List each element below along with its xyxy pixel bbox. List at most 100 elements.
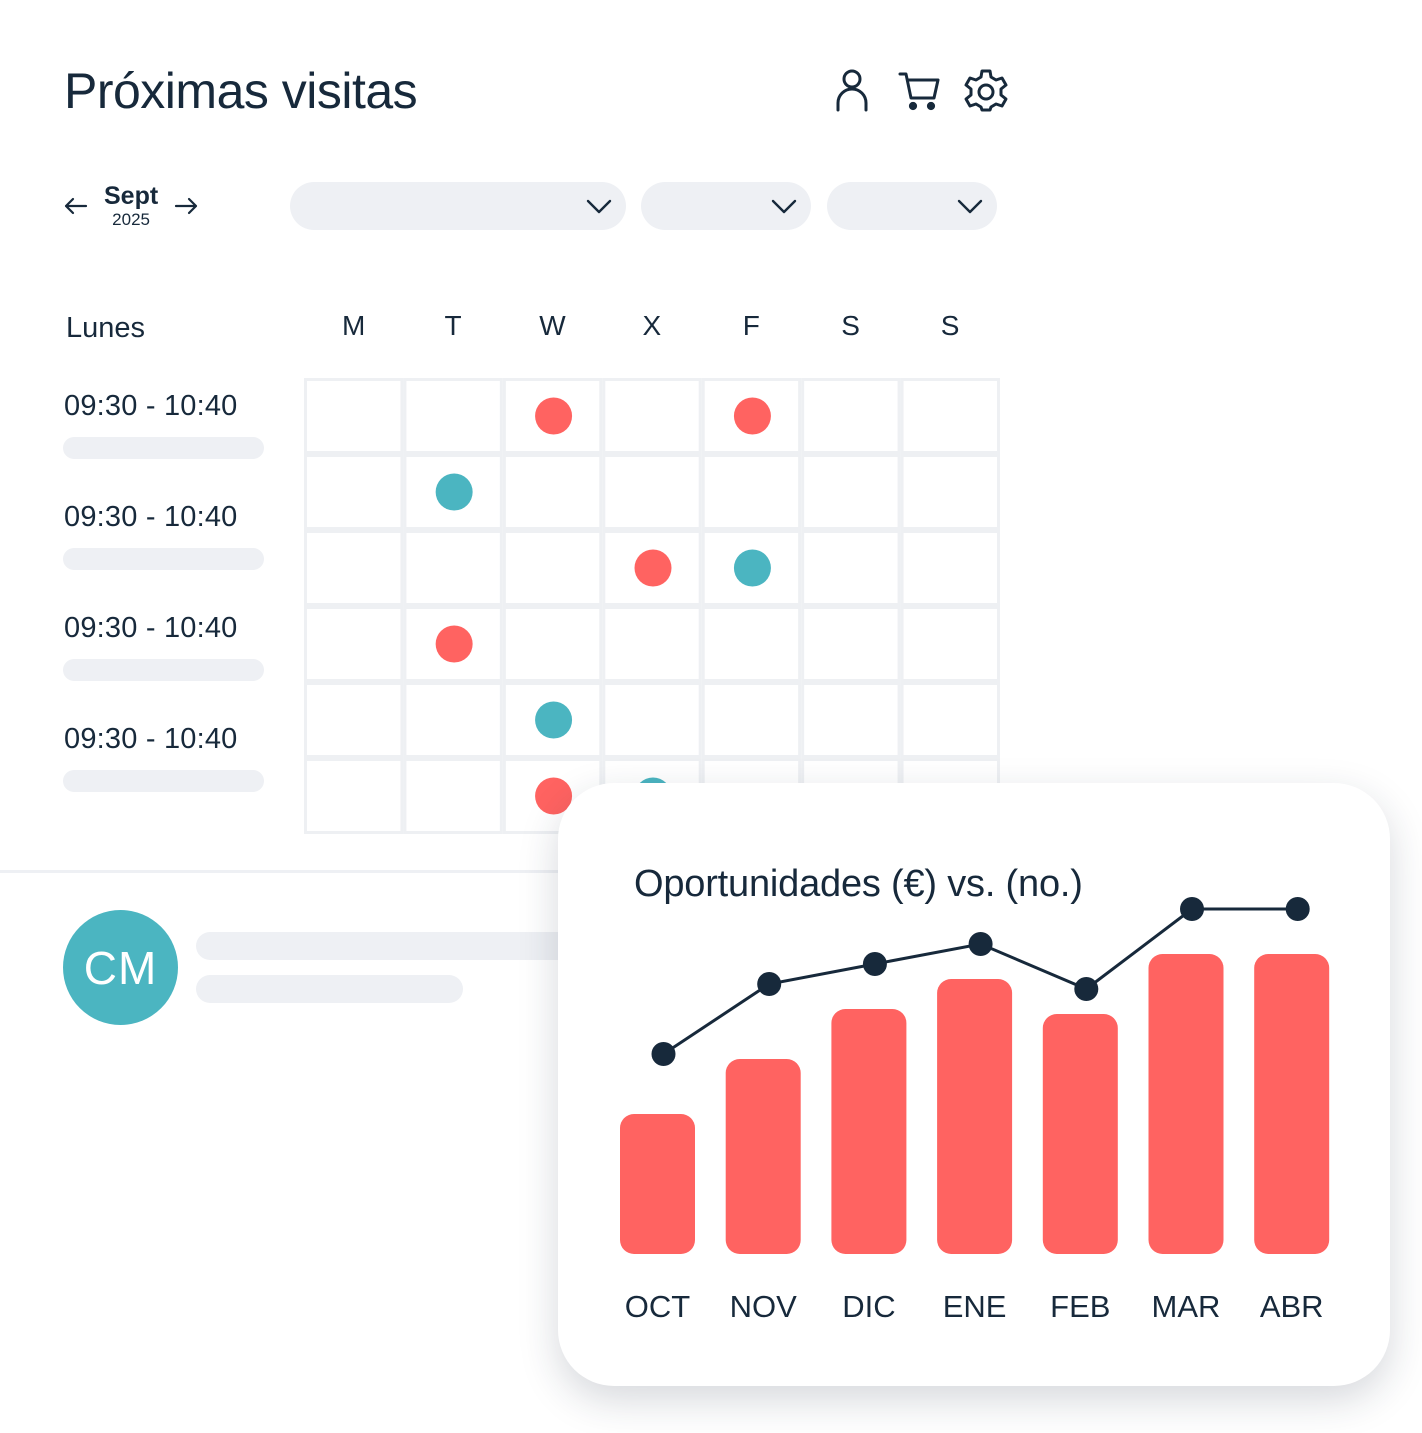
chart-bar [725,1059,801,1254]
weekday-header: X [642,310,662,341]
slot-placeholder [63,437,264,459]
time-slot: 09:30 - 10:40 [64,723,238,755]
chart-bar [831,1009,907,1254]
day-label: Lunes [66,312,146,344]
calendar-cell[interactable] [801,378,901,454]
chevron-down-icon [957,199,983,214]
calendar-cell[interactable] [801,530,901,606]
chart-point [757,972,782,996]
calendar-cell[interactable] [502,606,603,682]
calendar-cell[interactable] [900,454,1000,530]
chart-point [968,932,993,956]
calendar-cell[interactable] [403,758,503,834]
filter-dropdown-1[interactable] [290,182,626,230]
event-dot[interactable] [535,701,573,739]
slot-placeholder [63,770,264,792]
x-tick-label: FEB [1050,1289,1110,1324]
chart-bar [620,1114,695,1254]
page-title: Próximas visitas [64,63,418,119]
calendar-cell[interactable] [701,682,802,758]
contact-detail-placeholder [196,975,463,1003]
weekday-header: S [841,310,860,341]
weekday-header: S [940,310,960,341]
event-dot[interactable] [634,549,672,587]
header-toolbar [832,68,1008,112]
chart-title: Oportunidades (€) vs. (no.) [634,863,1083,905]
x-tick-label: ENE [943,1289,1007,1324]
x-tick-label: DIC [842,1289,895,1324]
chart-point [862,952,887,976]
chart-card: Oportunidades (€) vs. (no.) OCT NOV DIC ENE… [558,783,1390,1386]
chart-bar [1148,954,1224,1254]
x-tick-label: MAR [1152,1289,1221,1324]
calendar-cell[interactable] [304,682,404,758]
calendar-grid [304,378,1000,834]
month-name: Sept [104,182,159,210]
time-slot: 09:30 - 10:40 [64,501,238,533]
weekday-header: F [742,310,760,341]
slot-placeholder [63,548,264,570]
calendar-cell[interactable] [701,454,802,530]
month-year: 2025 [112,210,150,229]
calendar-cell[interactable] [502,454,603,530]
cart-icon[interactable] [898,68,942,112]
arrow-right-icon[interactable] [172,192,200,220]
event-dot[interactable] [733,549,771,587]
chart-point [1180,897,1204,921]
chart-bar [937,979,1013,1254]
calendar-cell[interactable] [304,378,404,454]
calendar-cell[interactable] [801,454,901,530]
chevron-down-icon [771,199,797,214]
user-icon[interactable] [832,68,876,112]
calendar-cell[interactable] [900,378,1000,454]
chevron-down-icon [586,199,612,214]
calendar-cell[interactable] [801,606,901,682]
calendar-cell[interactable] [701,606,802,682]
arrow-left-icon[interactable] [62,192,90,220]
calendar-cell[interactable] [502,530,603,606]
avatar[interactable]: CM [63,910,178,1025]
chart-point [1074,977,1099,1001]
event-dot[interactable] [435,473,473,511]
weekday-header: M [342,310,366,341]
calendar-cell[interactable] [304,454,404,530]
chart-bar [1254,954,1330,1254]
calendar-cell[interactable] [403,530,503,606]
event-dot[interactable] [535,397,573,435]
divider [0,870,560,873]
time-slot: 09:30 - 10:40 [64,390,238,422]
weekday-headers: M T W X F S S [304,310,1000,342]
event-dot[interactable] [535,777,573,815]
calendar-cell[interactable] [602,454,702,530]
filter-dropdown-3[interactable] [827,182,997,230]
calendar-cell[interactable] [602,606,702,682]
calendar-cell[interactable] [403,378,503,454]
slot-placeholder [63,659,264,681]
calendar-cell[interactable] [801,682,901,758]
chart-point [651,1042,676,1066]
event-dot[interactable] [435,625,473,663]
filter-dropdown-2[interactable] [641,182,811,230]
calendar-cell[interactable] [304,606,404,682]
opportunities-chart: OCT NOV DIC ENE FEB MAR ABR [620,897,1330,1324]
calendar-cell[interactable] [304,530,404,606]
x-tick-label: OCT [625,1289,691,1324]
calendar-cell[interactable] [900,606,1000,682]
event-dot[interactable] [733,397,771,435]
calendar-cell[interactable] [900,530,1000,606]
weekday-header: W [539,310,566,341]
x-tick-label: NOV [730,1289,798,1324]
x-tick-label: ABR [1260,1289,1324,1324]
chart-point [1285,897,1310,921]
calendar-cell[interactable] [304,758,404,834]
calendar-cell[interactable] [900,682,1000,758]
weekday-header: T [444,310,462,341]
month-navigator: Sept 2025 [62,184,200,228]
calendar-cell[interactable] [602,378,702,454]
chart-bar [1042,1014,1118,1254]
current-month: Sept 2025 [104,182,159,229]
settings-icon[interactable] [964,68,1008,112]
time-slot: 09:30 - 10:40 [64,612,238,644]
calendar-cell[interactable] [602,682,702,758]
calendar-cell[interactable] [403,682,503,758]
